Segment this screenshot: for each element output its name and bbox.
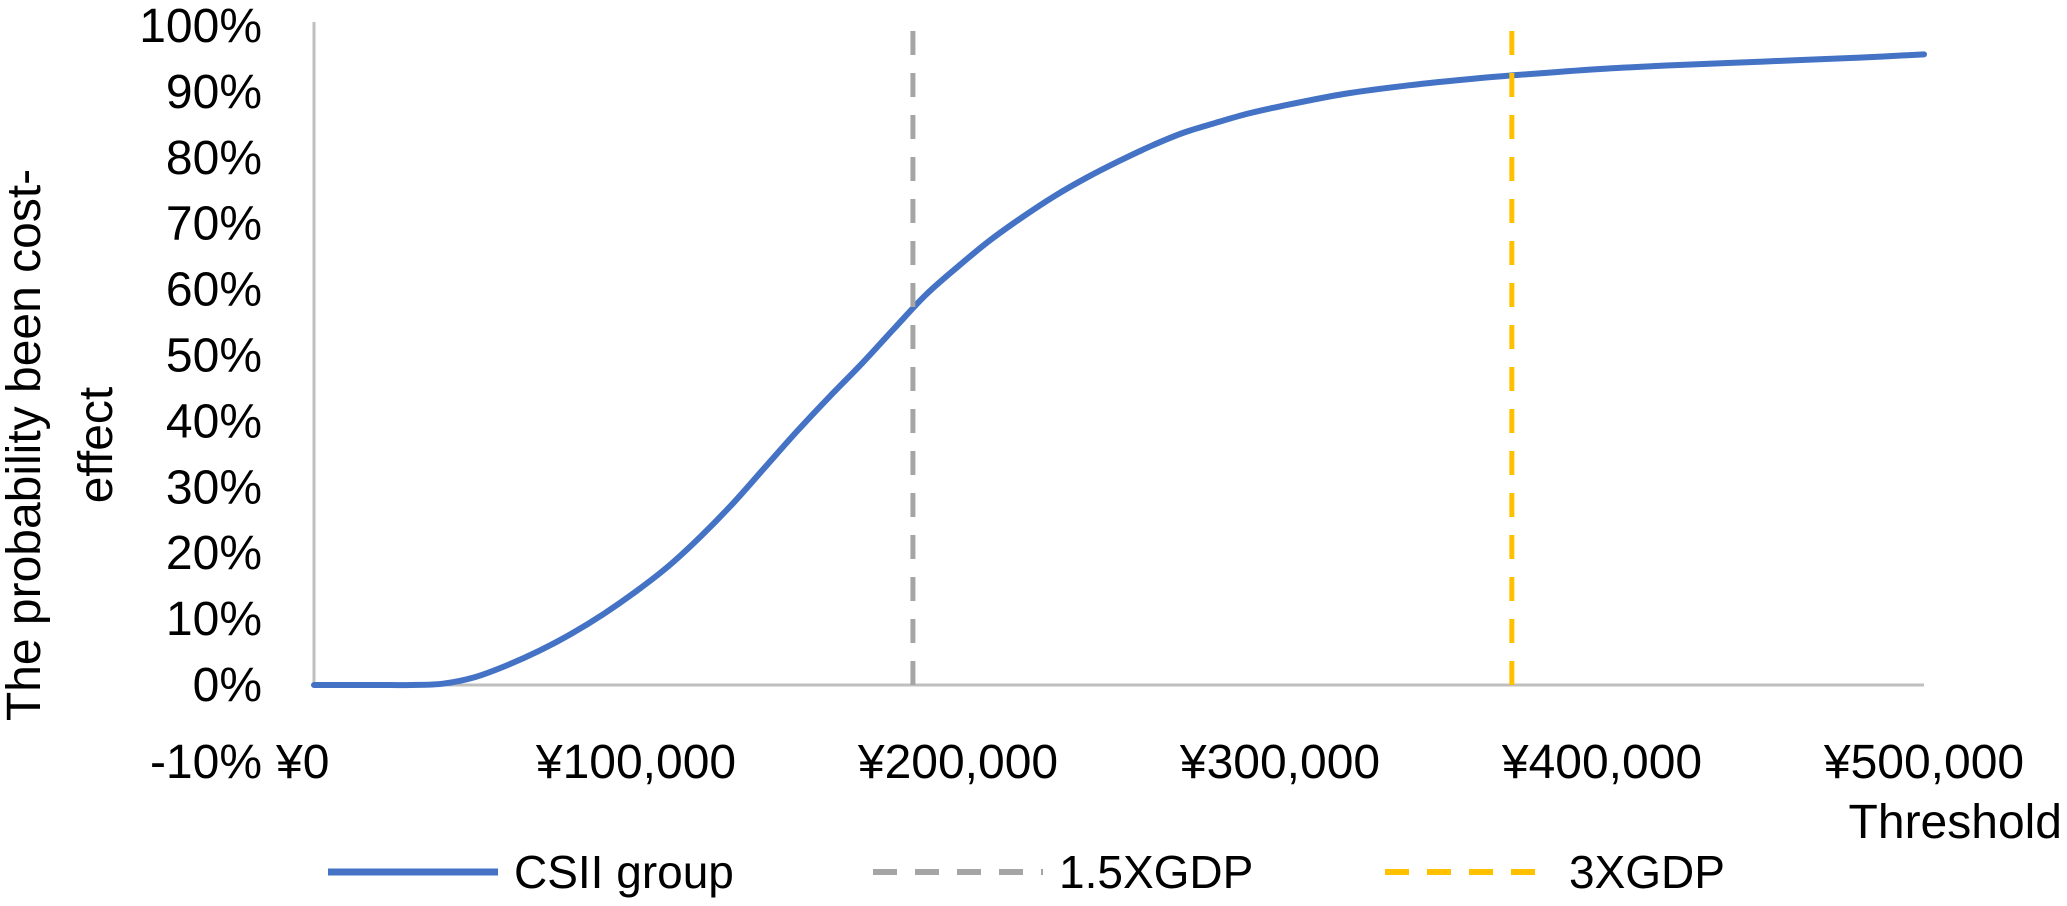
- y-tick-labels: -10% 0% 10% 20% 30% 40% 50% 60% 70% 80% 90% 100%: [139, 0, 262, 789]
- x-axis-title: Threshold: [1849, 796, 2062, 849]
- series-line-0: [311, 51, 1927, 689]
- series: [311, 26, 1927, 689]
- y-tick-label: -10%: [150, 736, 262, 789]
- y-tick-label: 30%: [166, 461, 262, 514]
- axes: [312, 22, 1924, 687]
- legend-label-1: 1.5XGDP: [1059, 846, 1253, 898]
- y-axis-title-line2: effect: [70, 387, 123, 504]
- legend-label-0: CSII group: [514, 846, 734, 898]
- y-tick-label: 20%: [166, 527, 262, 580]
- y-tick-label: 50%: [166, 330, 262, 383]
- x-tick-label: ¥0: [275, 736, 329, 789]
- y-tick-label: 90%: [166, 66, 262, 119]
- y-tick-label: 80%: [166, 132, 262, 185]
- y-tick-label: 60%: [166, 264, 262, 317]
- x-tick-label: ¥500,000: [1823, 736, 2024, 789]
- y-axis-title-line1: The probability been cost-: [0, 169, 51, 721]
- x-tick-labels: ¥0 ¥100,000 ¥200,000 ¥300,000 ¥400,000 ¥500,0…: [275, 736, 2024, 789]
- x-tick-label: ¥100,000: [535, 736, 736, 789]
- y-tick-label: 0%: [193, 659, 262, 712]
- x-tick-label: ¥300,000: [1179, 736, 1380, 789]
- x-tick-label: ¥200,000: [857, 736, 1058, 789]
- legend: CSII group 1.5XGDP 3XGDP: [328, 846, 1725, 898]
- legend-label-2: 3XGDP: [1569, 846, 1725, 898]
- y-tick-label: 40%: [166, 395, 262, 448]
- y-tick-label: 100%: [139, 0, 262, 53]
- y-tick-label: 70%: [166, 198, 262, 251]
- x-tick-label: ¥400,000: [1501, 736, 1702, 789]
- y-tick-label: 10%: [166, 593, 262, 646]
